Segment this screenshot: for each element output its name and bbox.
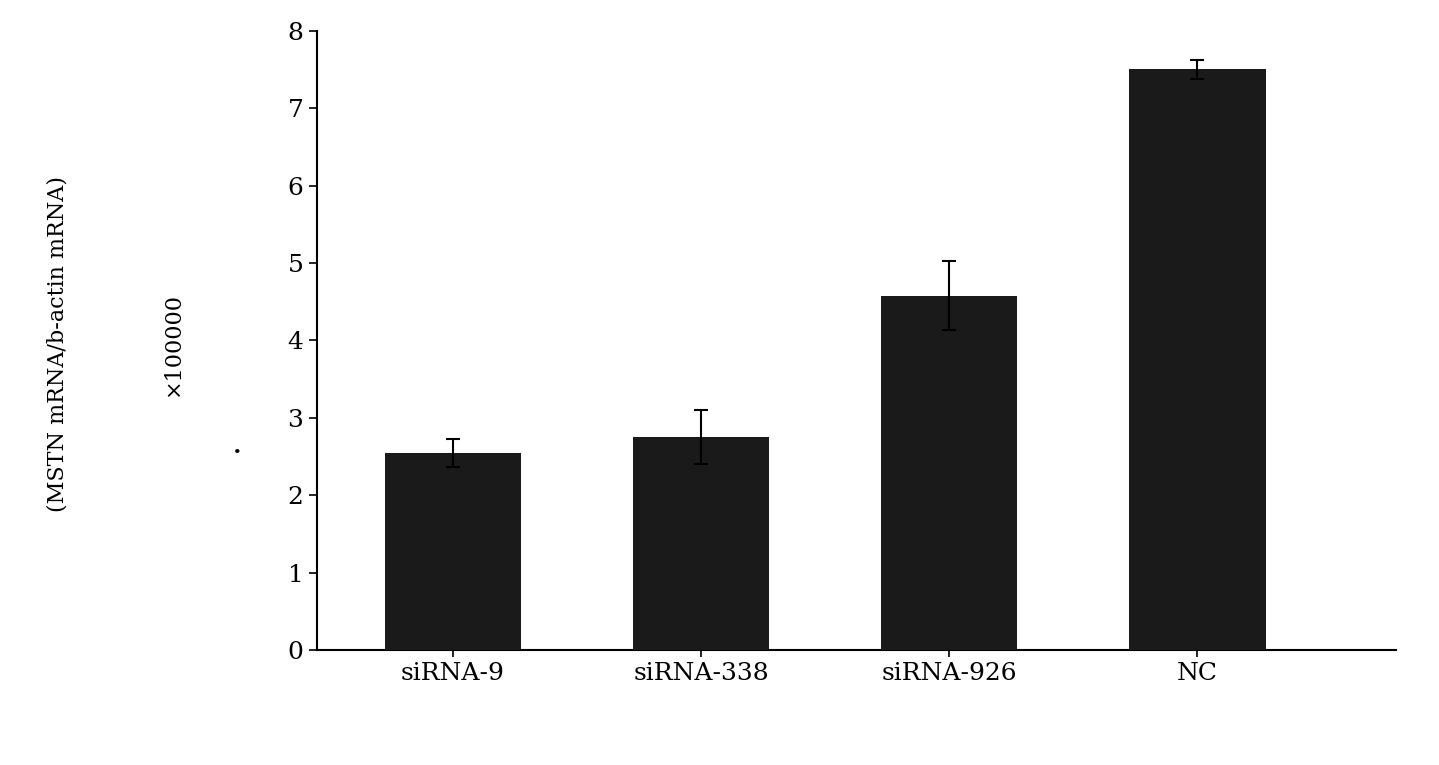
Bar xyxy=(384,453,521,650)
Text: .: . xyxy=(232,428,243,460)
Bar xyxy=(1130,70,1265,650)
Text: ×100000: ×100000 xyxy=(161,292,184,396)
Bar xyxy=(881,295,1017,650)
Bar xyxy=(633,438,770,650)
Text: (MSTN mRNA/b-actin mRNA): (MSTN mRNA/b-actin mRNA) xyxy=(46,176,69,513)
